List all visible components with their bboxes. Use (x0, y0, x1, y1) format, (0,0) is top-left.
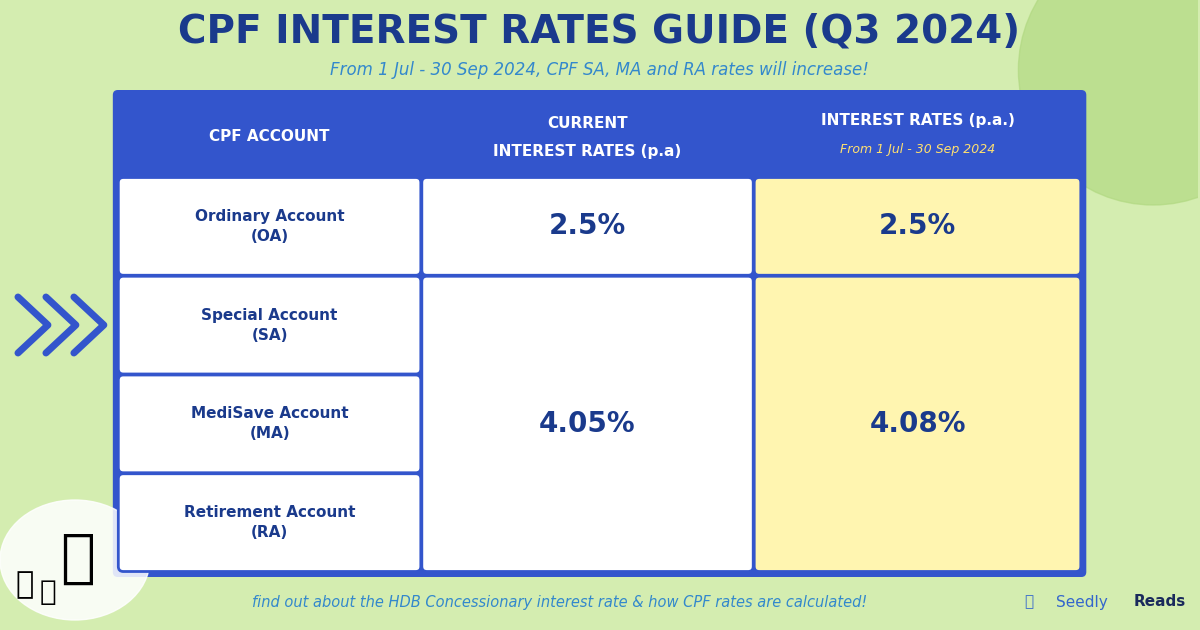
Text: 2.5%: 2.5% (548, 212, 626, 241)
Text: 4.08%: 4.08% (869, 410, 966, 438)
Text: INTEREST RATES (p.a): INTEREST RATES (p.a) (493, 144, 682, 159)
FancyBboxPatch shape (755, 178, 1081, 275)
Text: From 1 Jul - 30 Sep 2024: From 1 Jul - 30 Sep 2024 (840, 142, 995, 156)
Text: 💰: 💰 (60, 529, 95, 587)
Text: 🪙: 🪙 (16, 571, 34, 600)
Circle shape (1019, 0, 1200, 205)
FancyBboxPatch shape (119, 178, 421, 275)
FancyBboxPatch shape (422, 276, 754, 571)
FancyBboxPatch shape (421, 95, 754, 177)
FancyBboxPatch shape (755, 276, 1081, 571)
Text: INTEREST RATES (p.a.): INTEREST RATES (p.a.) (821, 113, 1014, 129)
FancyBboxPatch shape (119, 276, 421, 374)
Text: Reads: Reads (1133, 595, 1186, 609)
Text: Special Account
(SA): Special Account (SA) (202, 307, 337, 343)
Text: Seedly: Seedly (1056, 595, 1108, 609)
Text: 4.05%: 4.05% (539, 410, 636, 438)
Text: 🪙: 🪙 (40, 578, 56, 606)
FancyBboxPatch shape (113, 90, 1086, 577)
Text: Ordinary Account
(OA): Ordinary Account (OA) (194, 209, 344, 244)
Text: CPF ACCOUNT: CPF ACCOUNT (209, 129, 330, 144)
FancyBboxPatch shape (422, 178, 754, 275)
Text: From 1 Jul - 30 Sep 2024, CPF SA, MA and RA rates will increase!: From 1 Jul - 30 Sep 2024, CPF SA, MA and… (330, 61, 869, 79)
Text: find out about the HDB Concessionary interest rate & how CPF rates are calculate: find out about the HDB Concessionary int… (252, 595, 866, 609)
Ellipse shape (0, 500, 150, 620)
Text: 💧: 💧 (1024, 595, 1033, 609)
FancyBboxPatch shape (754, 95, 1081, 177)
Text: MediSave Account
(MA): MediSave Account (MA) (191, 406, 348, 441)
Text: Retirement Account
(RA): Retirement Account (RA) (184, 505, 355, 540)
Text: CURRENT: CURRENT (547, 115, 628, 130)
Text: CPF INTEREST RATES GUIDE (Q3 2024): CPF INTEREST RATES GUIDE (Q3 2024) (178, 13, 1020, 51)
FancyBboxPatch shape (119, 474, 421, 571)
Text: 2.5%: 2.5% (878, 212, 956, 241)
FancyBboxPatch shape (118, 95, 421, 177)
FancyBboxPatch shape (119, 375, 421, 472)
